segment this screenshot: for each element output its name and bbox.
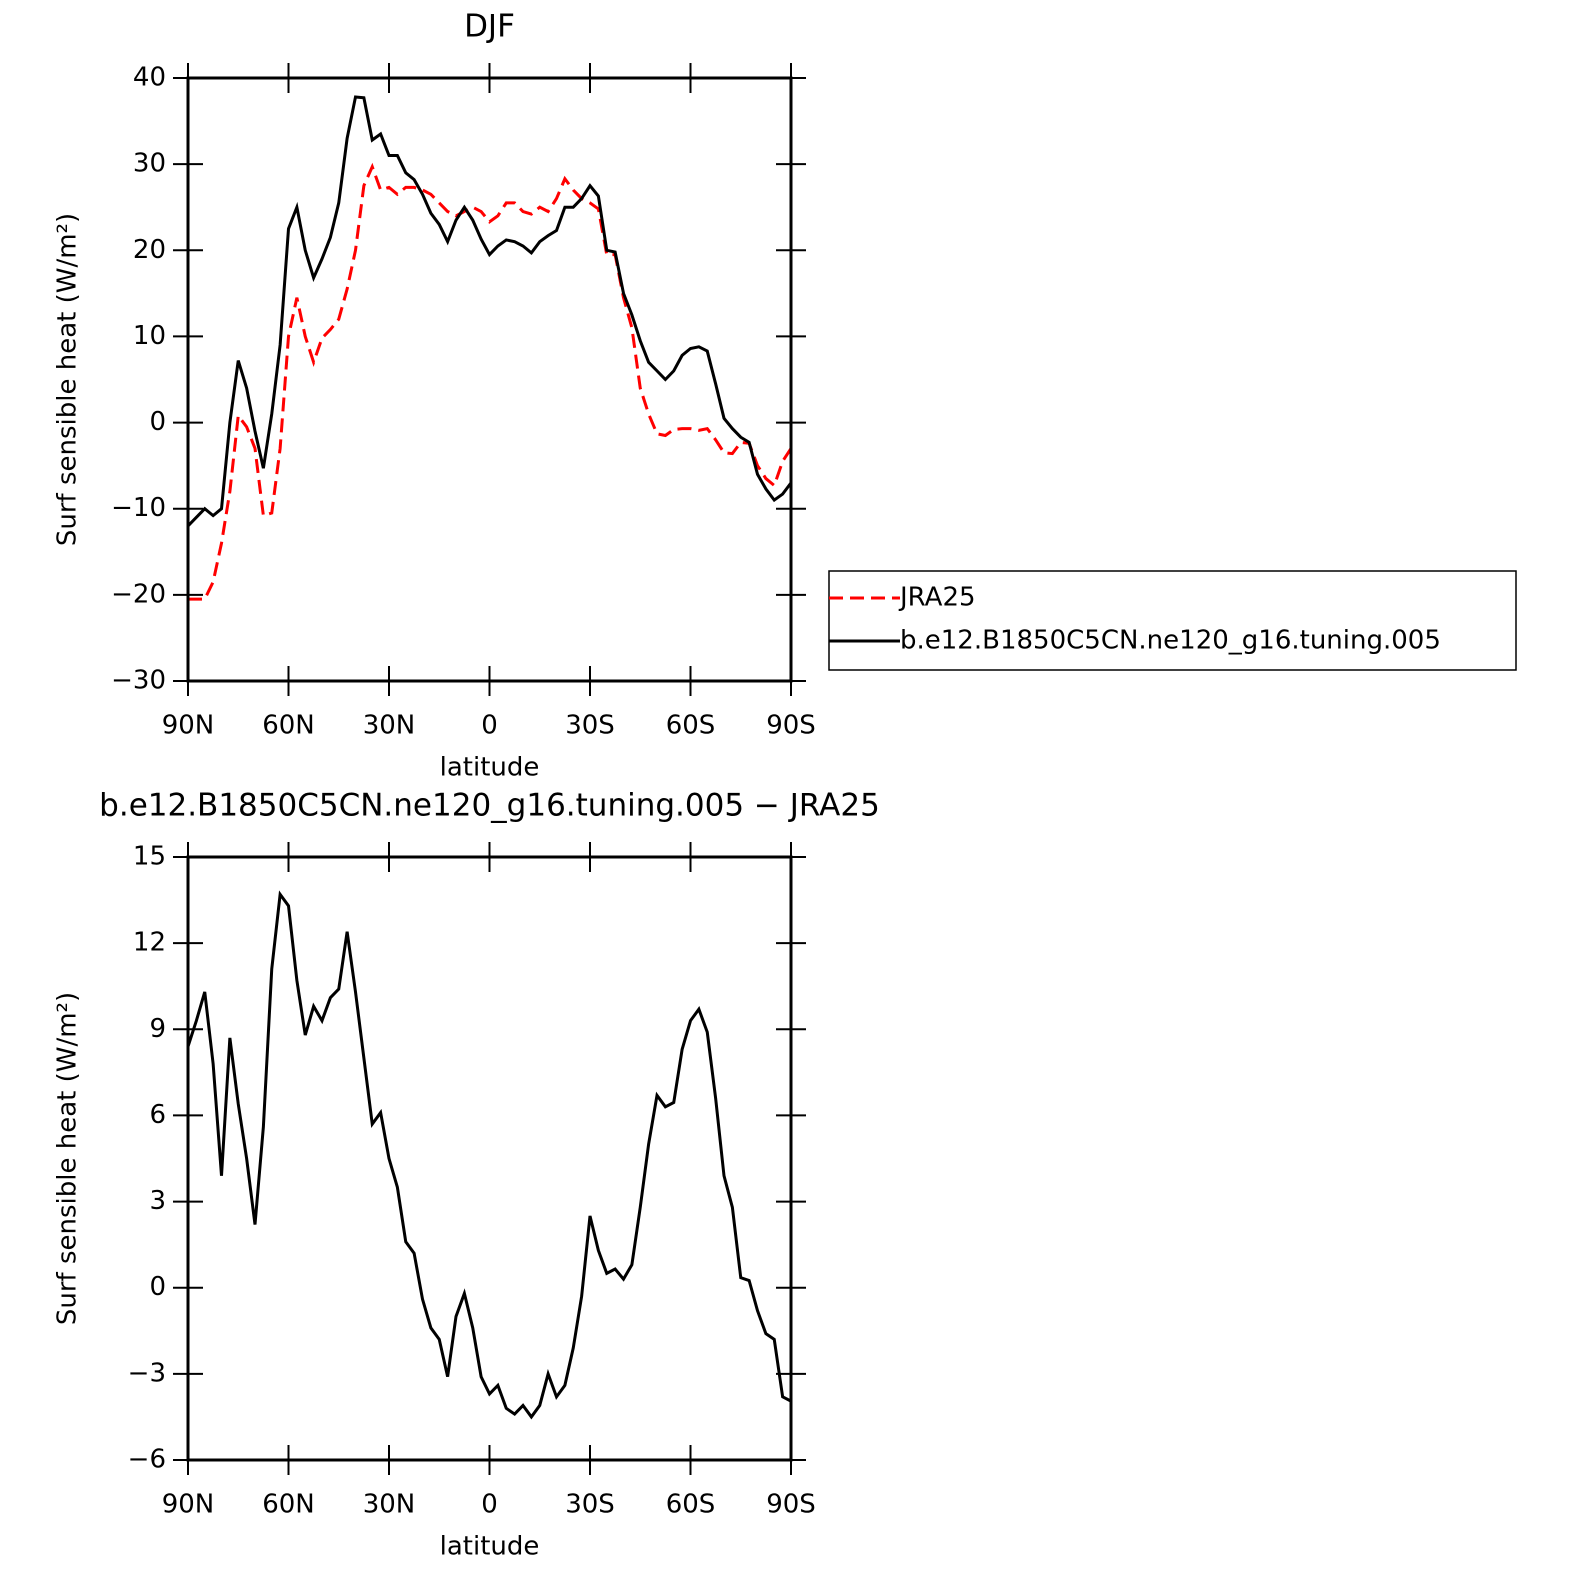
x-tick-label: 90N <box>162 1490 215 1520</box>
y-tick-label: 3 <box>149 1186 166 1216</box>
x-tick-label: 30S <box>565 711 615 741</box>
y-tick-label: −30 <box>111 666 166 696</box>
x-tick-label: 60N <box>262 1490 315 1520</box>
x-tick-label: 60S <box>666 1490 716 1520</box>
x-tick-label: 30S <box>565 1490 615 1520</box>
data-line <box>186 95 793 527</box>
legend-box <box>828 570 1517 671</box>
y-tick-label: 10 <box>133 321 166 351</box>
x-tick-label: 60S <box>666 711 716 741</box>
x-tick-label: 30N <box>363 1490 416 1520</box>
legend-label: b.e12.B1850C5CN.ne120_g16.tuning.005 <box>900 626 1441 656</box>
x-tick-label: 0 <box>481 1490 498 1520</box>
x-axis-label: latitude <box>440 753 540 783</box>
y-tick-label: 15 <box>133 842 166 872</box>
chart-title: b.e12.B1850C5CN.ne120_g16.tuning.005 − J… <box>99 788 880 824</box>
y-tick-label: −6 <box>128 1445 166 1475</box>
plot-frame <box>186 76 793 683</box>
y-tick-label: 40 <box>133 63 166 93</box>
legend-label: JRA25 <box>898 583 976 613</box>
y-tick-label: −3 <box>128 1358 166 1388</box>
y-tick-label: −20 <box>111 579 166 609</box>
x-tick-label: 90S <box>766 711 816 741</box>
y-tick-label: 12 <box>133 928 166 958</box>
y-tick-label: −10 <box>111 493 166 523</box>
plot-frame <box>186 855 793 1462</box>
x-axis-label: latitude <box>440 1532 540 1562</box>
x-tick-label: 90S <box>766 1490 816 1520</box>
chart-title: DJF <box>464 9 515 45</box>
y-tick-label: 6 <box>149 1100 166 1130</box>
x-tick-label: 60N <box>262 711 315 741</box>
y-tick-label: 9 <box>149 1014 166 1044</box>
x-tick-label: 30N <box>363 711 416 741</box>
x-tick-label: 0 <box>481 711 498 741</box>
x-tick-label: 90N <box>162 711 215 741</box>
data-line <box>186 890 792 1420</box>
data-line <box>188 162 793 601</box>
y-axis-label: Surf sensible heat (W/m²) <box>53 213 83 546</box>
y-tick-label: 20 <box>133 235 166 265</box>
y-tick-label: 0 <box>149 1272 166 1302</box>
y-axis-label: Surf sensible heat (W/m²) <box>53 992 83 1325</box>
y-tick-label: 30 <box>133 149 166 179</box>
y-tick-label: 0 <box>149 407 166 437</box>
